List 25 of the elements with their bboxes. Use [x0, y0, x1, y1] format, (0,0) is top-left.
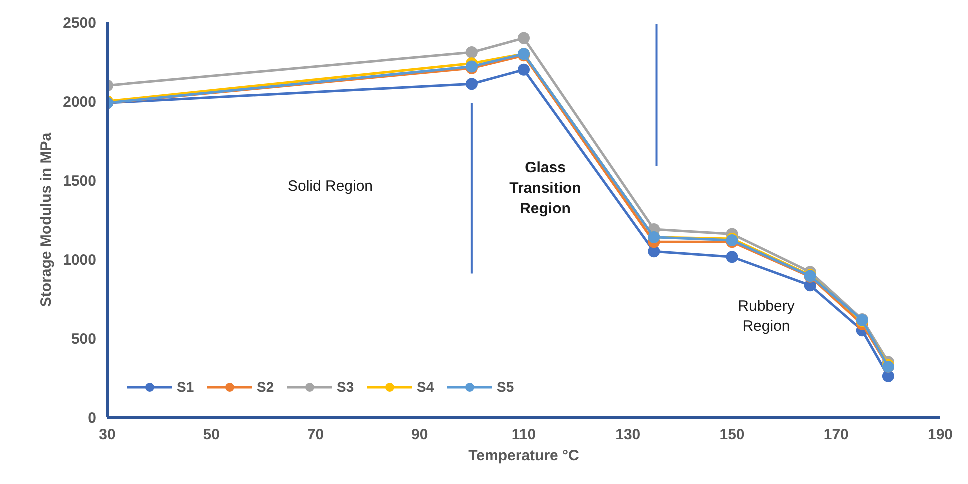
y-tick-label: 0 — [88, 410, 96, 427]
y-tick-label: 1500 — [63, 173, 97, 190]
x-tick-label: 170 — [824, 426, 849, 444]
x-axis-title: Temperature °C — [468, 448, 580, 464]
x-tick-label: 50 — [203, 426, 220, 444]
y-tick-label: 1000 — [63, 252, 97, 269]
x-tick-label: 110 — [512, 426, 536, 444]
x-tick-label: 30 — [99, 426, 116, 444]
x-tick-label: 190 — [928, 426, 954, 444]
legend-label: S5 — [497, 379, 516, 395]
x-tick-label: 130 — [616, 426, 641, 444]
y-tick-label: 500 — [71, 331, 97, 348]
x-tick-label: 70 — [307, 426, 324, 444]
legend-label: S4 — [417, 379, 436, 395]
y-tick-label: 2000 — [63, 94, 97, 111]
legend-label: S1 — [177, 379, 196, 395]
x-tick-label: 150 — [720, 426, 745, 444]
annotation: Rubbery Region — [738, 298, 796, 336]
annotation: Glass Transition Region — [510, 160, 582, 218]
y-tick-label: 2500 — [63, 15, 97, 32]
y-axis-title: Storage Modulus in MPa — [38, 132, 56, 308]
x-tick-label: 90 — [412, 426, 428, 444]
legend-label: S3 — [337, 379, 356, 395]
legend-label: S2 — [257, 379, 276, 395]
annotation: Solid Region — [288, 178, 374, 195]
